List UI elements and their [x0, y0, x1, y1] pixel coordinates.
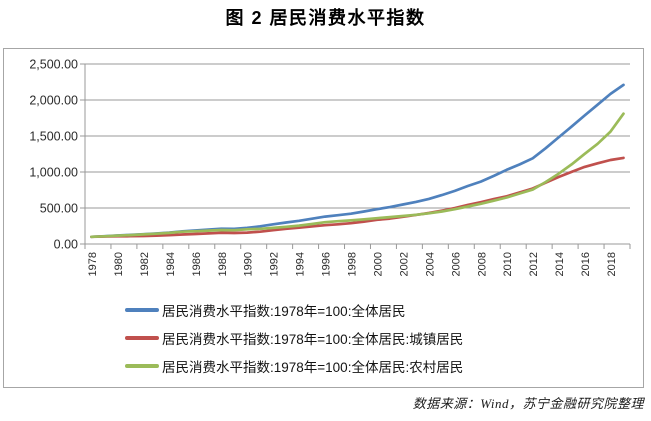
- x-tick-label: 2012: [528, 252, 540, 276]
- line-chart: 0.00 500.00 1,000.00 1,500.00 2,000.00 2,500.…: [29, 58, 631, 276]
- legend-item-rural-residents: 居民消费水平指数:1978年=100:全体居民:农村居民: [125, 356, 463, 375]
- x-tick-label: 1982: [139, 252, 151, 276]
- x-tick-label: 2018: [606, 252, 618, 276]
- y-tick-label: 1,500.00: [29, 130, 78, 144]
- x-tick-label: 1990: [243, 252, 255, 276]
- x-tick-label: 1992: [269, 252, 281, 276]
- chart-frame: 0.00 500.00 1,000.00 1,500.00 2,000.00 2,500.…: [3, 48, 644, 388]
- chart-title: 图 2 居民消费水平指数: [225, 8, 426, 28]
- series-line-1: [90, 156, 625, 239]
- x-tick-label: 1994: [295, 252, 307, 276]
- x-tick-label: 1986: [191, 252, 203, 276]
- x-tick-label: 2004: [424, 252, 436, 276]
- x-tick-label: 1984: [165, 252, 177, 276]
- x-tick-label: 2000: [372, 252, 384, 276]
- legend-item-urban-residents: 居民消费水平指数:1978年=100:全体居民:城镇居民: [125, 328, 463, 347]
- legend-label-rural: 居民消费水平指数:1978年=100:全体居民:农村居民: [162, 359, 464, 375]
- x-tick-label: 2002: [398, 252, 410, 276]
- x-tick-label: 2010: [502, 252, 514, 276]
- x-tick-label: 2008: [476, 252, 488, 276]
- legend: 居民消费水平指数:1978年=100:全体居民 居民消费水平指数:1978年=1…: [125, 300, 463, 375]
- x-tick-label: 1980: [113, 252, 125, 276]
- x-tick-label: 1978: [87, 252, 99, 276]
- legend-line-swatch-all: [125, 307, 159, 312]
- y-tick-label: 2,500.00: [29, 58, 78, 72]
- y-tick-label: 0.00: [54, 238, 78, 252]
- x-tick-label: 2006: [450, 252, 462, 276]
- y-tick-label: 500.00: [40, 202, 78, 216]
- x-tick-label: 1998: [347, 252, 359, 276]
- x-tick-label: 1996: [321, 252, 333, 276]
- source-note: 数据来源：Wind，苏宁金融研究院整理: [412, 396, 644, 411]
- x-tick-label: 2016: [580, 252, 592, 276]
- series-line-0: [90, 83, 625, 239]
- legend-line-swatch-rural: [125, 363, 159, 368]
- y-tick-label: 1,000.00: [29, 166, 78, 180]
- y-tick-label: 2,000.00: [29, 94, 78, 108]
- legend-label-all: 居民消费水平指数:1978年=100:全体居民: [162, 303, 406, 319]
- legend-item-all-residents: 居民消费水平指数:1978年=100:全体居民: [125, 300, 463, 319]
- x-tick-label: 1988: [217, 252, 229, 276]
- legend-label-urban: 居民消费水平指数:1978年=100:全体居民:城镇居民: [162, 331, 464, 347]
- legend-line-swatch-urban: [125, 335, 159, 340]
- series-line-2: [90, 112, 625, 239]
- x-tick-label: 2014: [554, 252, 566, 276]
